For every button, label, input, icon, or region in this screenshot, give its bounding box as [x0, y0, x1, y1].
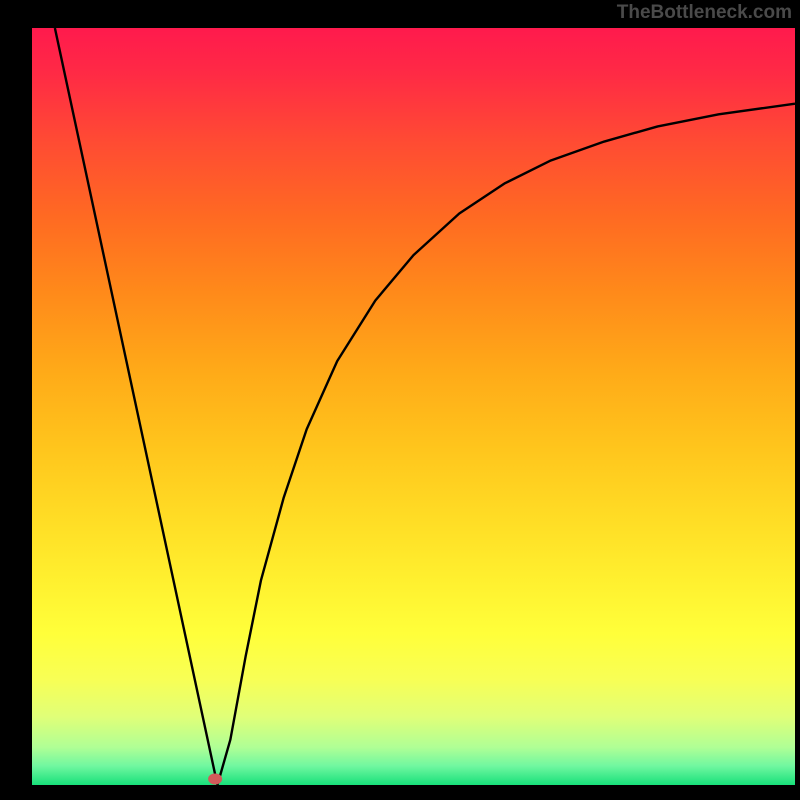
optimum-marker	[208, 773, 222, 784]
watermark-text: TheBottleneck.com	[617, 2, 792, 24]
chart-container: TheBottleneck.com	[0, 0, 800, 800]
plot-background	[32, 28, 795, 785]
bottleneck-chart	[0, 0, 800, 800]
